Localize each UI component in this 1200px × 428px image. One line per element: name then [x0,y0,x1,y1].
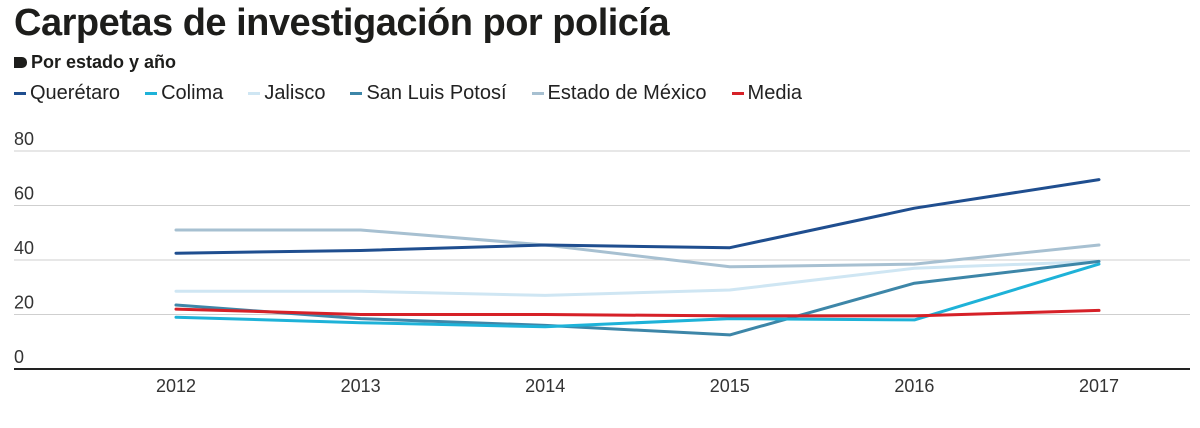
legend-item: San Luis Potosí [350,82,507,105]
legend-swatch [248,92,261,95]
chart-subtitle-text: Por estado y año [31,52,177,72]
chart-subtitle: Por estado y año [14,52,176,73]
legend: Querétaro Colima Jalisco San Luis Potosí Est… [14,82,827,105]
x-tick-label: 2013 [341,376,381,396]
legend-swatch [14,92,26,95]
x-tick-label: 2016 [894,376,934,396]
series-line [174,307,1101,318]
series-line [174,262,1101,329]
y-tick-label: 0 [14,347,24,367]
x-tick-label: 2012 [156,376,196,396]
legend-label: San Luis Potosí [366,82,507,104]
x-tick-label: 2014 [525,376,565,396]
legend-label: Jalisco [264,82,326,104]
legend-item: Querétaro [14,82,120,105]
x-tick-label: 2017 [1079,376,1119,396]
x-tick-label: 2015 [710,376,750,396]
legend-item: Jalisco [248,82,325,105]
y-tick-label: 60 [14,184,34,204]
legend-swatch [145,92,158,95]
y-tick-label: 40 [14,238,34,258]
legend-label: Colima [161,82,224,104]
series-line [174,259,1101,297]
series-line [174,259,1101,337]
legend-label: Querétaro [30,82,121,104]
y-tick-label: 20 [14,293,34,313]
legend-swatch [531,92,544,95]
legend-item: Media [731,82,803,105]
legend-item: Colima [145,82,223,105]
legend-swatch [731,92,744,95]
y-tick-label: 80 [14,129,34,149]
legend-swatch [350,92,363,95]
legend-item: Estado de México [531,82,707,105]
chart-title: Carpetas de investigación por policía [14,2,670,44]
subtitle-tag-icon [14,57,27,68]
series-line [174,178,1101,255]
legend-label: Estado de México [547,82,707,104]
legend-label: Media [747,82,803,104]
series-line [174,228,1101,269]
